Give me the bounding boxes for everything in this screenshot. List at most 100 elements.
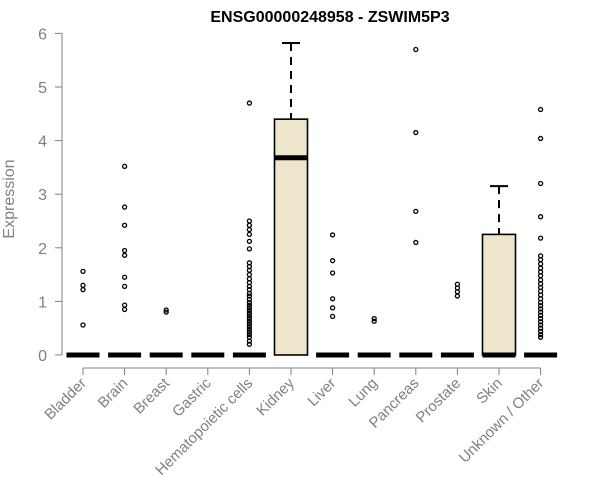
outlier-point: [246, 226, 253, 233]
y-tick-label: 5: [38, 80, 47, 97]
outlier-point: [246, 222, 253, 228]
outlier-point: [537, 299, 544, 306]
outlier-point: [246, 218, 253, 224]
outlier-point: [80, 286, 86, 293]
outlier-point: [246, 305, 253, 311]
outlier-point: [537, 261, 544, 267]
outlier-point: [246, 315, 253, 322]
y-tick-label: 2: [38, 241, 47, 258]
outlier-point: [454, 293, 461, 299]
outlier-point: [246, 267, 253, 273]
outlier-point: [80, 322, 86, 328]
outlier-point: [246, 331, 253, 338]
x-tick-label: Breast: [130, 374, 173, 417]
outlier-point: [246, 318, 253, 324]
outlier-point: [246, 321, 253, 327]
outlier-point: [121, 283, 128, 290]
outlier-point: [246, 326, 253, 332]
outlier-point: [413, 46, 419, 53]
outlier-point: [537, 319, 544, 325]
outlier-point: [329, 313, 336, 320]
outlier-point: [537, 312, 544, 318]
outlier-point: [163, 309, 169, 315]
outlier-point: [537, 135, 544, 142]
outlier-point: [246, 283, 253, 290]
y-tick-label: 1: [38, 294, 47, 311]
outlier-point: [537, 303, 544, 309]
outlier-point: [246, 299, 253, 306]
outlier-point: [246, 293, 253, 299]
y-axis: 0 1 2 3 4 5 6: [38, 26, 63, 365]
outlier-point: [80, 282, 86, 288]
y-tick-label: 0: [38, 348, 47, 365]
y-tick-label: 4: [38, 134, 47, 151]
outlier-point: [371, 318, 377, 324]
outlier-point: [121, 163, 128, 169]
outlier-point: [413, 129, 419, 136]
outlier-point: [329, 258, 336, 264]
box-body: [481, 233, 517, 356]
outlier-point: [537, 309, 544, 315]
outlier-point: [413, 239, 419, 246]
outlier-point: [121, 222, 128, 228]
y-tick-label: 3: [38, 187, 47, 204]
outlier-point: [121, 274, 128, 280]
box-skin: [481, 185, 517, 358]
outlier-point: [246, 271, 253, 278]
x-tick-label: Skin: [473, 375, 506, 408]
outlier-point: [537, 322, 544, 328]
outlier-point: [537, 315, 544, 322]
outlier-point: [371, 315, 377, 322]
outlier-point: [121, 247, 128, 254]
outlier-point: [537, 256, 544, 263]
outlier-point: [413, 208, 419, 215]
x-tick-label: Prostate: [413, 375, 465, 427]
outlier-point: [246, 310, 253, 316]
x-tick-label: Kidney: [253, 374, 298, 419]
x-tick-label: Bladder: [41, 375, 90, 424]
outlier-point: [246, 341, 253, 347]
outlier-point: [537, 214, 544, 220]
outlier-point: [537, 235, 544, 241]
outlier-point: [246, 307, 253, 314]
x-tick-label: Brain: [95, 375, 132, 412]
outlier-point: [537, 328, 544, 335]
outlier-point: [537, 325, 544, 331]
outlier-point: [246, 231, 253, 238]
outlier-point: [329, 232, 336, 238]
outlier-point: [537, 106, 544, 113]
outlier-point: [454, 289, 461, 295]
outlier-point: [537, 180, 544, 187]
outlier-point: [537, 331, 544, 338]
outlier-point: [80, 268, 86, 275]
outlier-point: [329, 305, 336, 311]
outlier-points: [80, 46, 544, 347]
outlier-point: [121, 252, 128, 258]
outlier-point: [537, 334, 544, 340]
outlier-point: [246, 302, 253, 308]
outlier-point: [537, 306, 544, 312]
chart-title: ENSG00000248958 - ZSWIM5P3: [210, 9, 449, 26]
x-tick-label: Lung: [345, 375, 381, 411]
outlier-point: [329, 296, 336, 302]
outlier-point: [246, 323, 253, 330]
outlier-point: [246, 338, 253, 344]
box-kidney: [273, 42, 309, 356]
outlier-point: [537, 273, 544, 279]
box-body: [273, 118, 309, 356]
outlier-point: [246, 329, 253, 335]
outlier-point: [246, 296, 253, 302]
outlier-point: [121, 302, 128, 308]
x-tick-label: Liver: [304, 375, 339, 410]
outlier-point: [121, 306, 128, 313]
outlier-point: [329, 270, 336, 276]
outlier-point: [246, 313, 253, 319]
y-axis-title: Expression: [1, 159, 18, 238]
outlier-point: [246, 238, 253, 245]
y-tick-label: 6: [38, 26, 47, 43]
outlier-point: [246, 246, 253, 252]
outlier-point: [121, 204, 128, 210]
outlier-point: [246, 290, 253, 297]
